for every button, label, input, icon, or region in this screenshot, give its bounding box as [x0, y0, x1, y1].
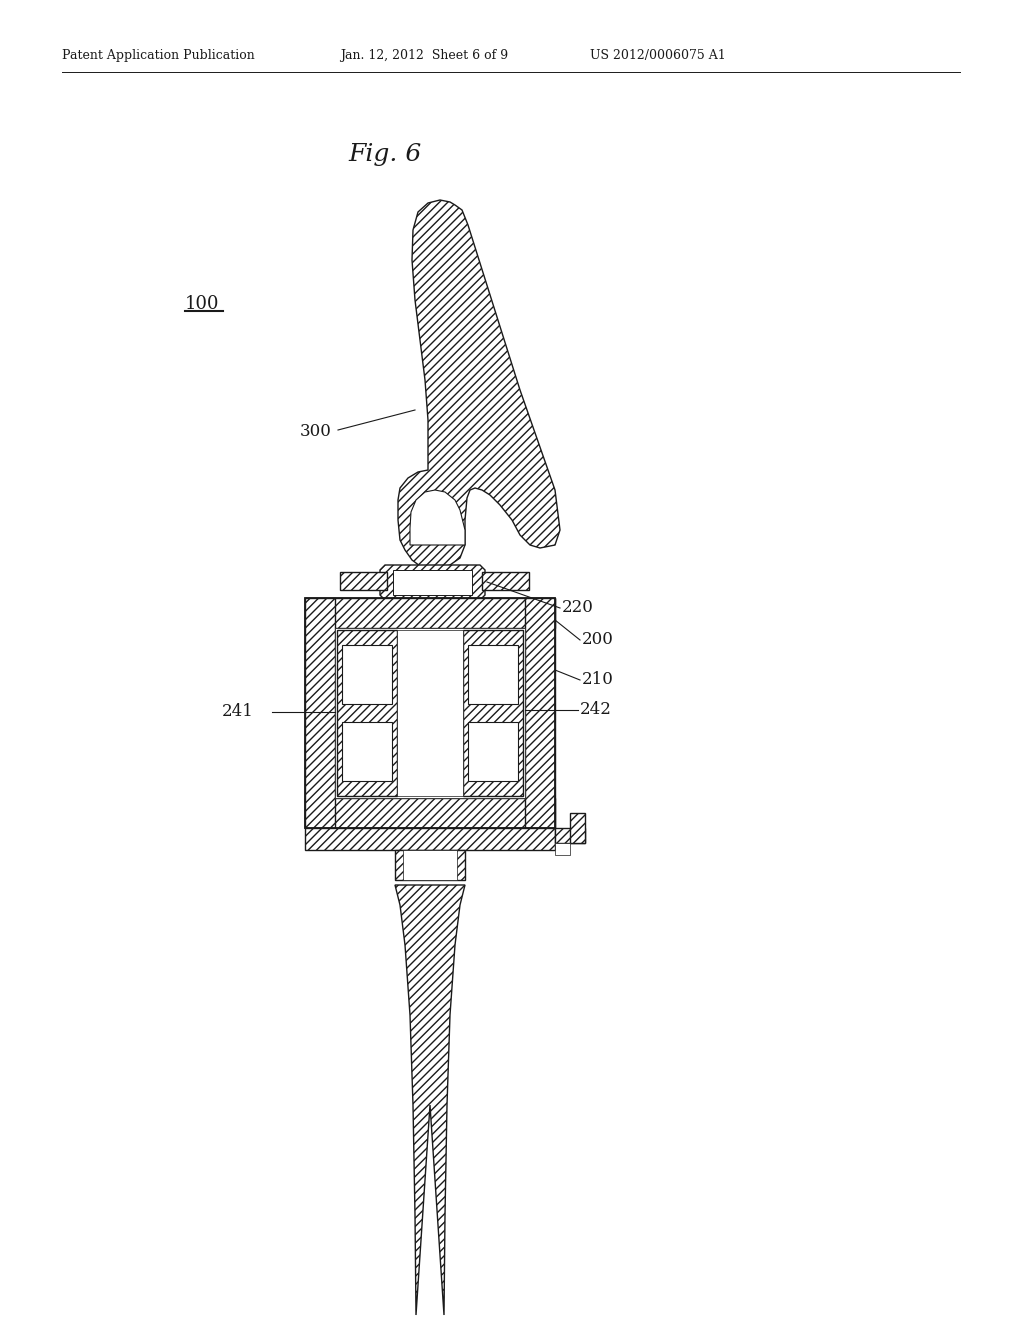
Text: Patent Application Publication: Patent Application Publication: [62, 49, 255, 62]
Text: 200: 200: [582, 631, 613, 648]
Bar: [397, 630, 463, 796]
Text: US 2012/0006075 A1: US 2012/0006075 A1: [590, 49, 726, 62]
Text: 220: 220: [562, 599, 594, 616]
Text: 100: 100: [185, 294, 219, 313]
Polygon shape: [398, 201, 560, 568]
Polygon shape: [342, 722, 392, 781]
Polygon shape: [468, 722, 518, 781]
Text: 242: 242: [580, 701, 612, 718]
Bar: [525, 598, 555, 828]
Text: Fig. 6: Fig. 6: [348, 144, 422, 166]
Bar: [555, 843, 570, 855]
Polygon shape: [468, 645, 518, 704]
Polygon shape: [393, 570, 472, 595]
Bar: [305, 598, 555, 628]
Bar: [340, 572, 387, 590]
Text: Jan. 12, 2012  Sheet 6 of 9: Jan. 12, 2012 Sheet 6 of 9: [340, 49, 508, 62]
Bar: [305, 799, 555, 828]
Polygon shape: [410, 490, 465, 545]
Polygon shape: [380, 565, 485, 601]
Bar: [305, 598, 555, 828]
Text: 210: 210: [582, 672, 613, 689]
Text: 241: 241: [222, 704, 254, 721]
Bar: [305, 598, 335, 828]
Bar: [335, 628, 525, 799]
Bar: [403, 850, 457, 880]
Bar: [337, 630, 397, 796]
Polygon shape: [342, 645, 392, 704]
Text: 300: 300: [300, 424, 332, 441]
Bar: [482, 572, 529, 590]
Polygon shape: [395, 884, 465, 1315]
Bar: [555, 828, 585, 843]
Bar: [463, 630, 523, 796]
Bar: [305, 828, 555, 850]
Bar: [395, 850, 465, 880]
Bar: [570, 813, 585, 843]
